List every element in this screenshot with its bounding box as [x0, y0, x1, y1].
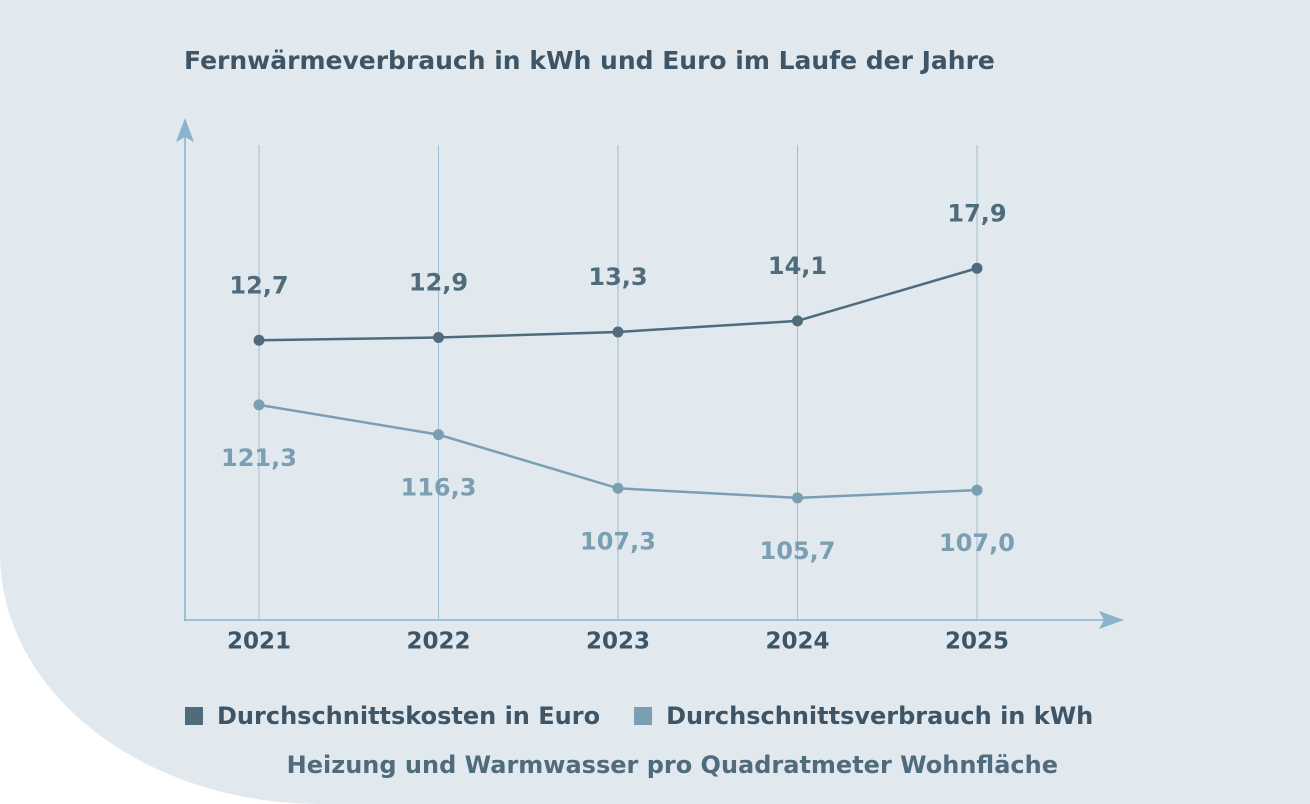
data-label: 14,1 — [768, 252, 827, 280]
data-label: 105,7 — [760, 537, 836, 565]
data-label: 12,7 — [229, 271, 288, 299]
chart-title: Fernwärmeverbrauch in kWh und Euro im La… — [184, 46, 995, 75]
data-label: 13,3 — [588, 263, 647, 291]
footnote: Heizung und Warmwasser pro Quadratmeter … — [287, 751, 1058, 779]
x-axis-arrow — [1099, 611, 1124, 629]
data-label: 116,3 — [401, 474, 477, 502]
x-tick-label: 2023 — [586, 629, 650, 655]
data-point — [792, 315, 803, 327]
x-tick-label: 2024 — [765, 629, 829, 655]
legend-label: Durchschnittskosten in Euro — [217, 702, 600, 730]
data-point — [792, 492, 803, 504]
y-axis-arrow — [176, 118, 194, 142]
data-point — [612, 326, 624, 338]
data-point — [433, 331, 444, 343]
x-tick-label: 2021 — [227, 629, 291, 655]
data-point — [253, 399, 265, 411]
data-label: 12,9 — [409, 268, 468, 296]
legend-label: Durchschnittsverbrauch in kWh — [666, 702, 1093, 730]
data-label: 121,3 — [221, 444, 297, 472]
data-label: 107,0 — [939, 529, 1015, 557]
legend-swatch — [634, 707, 653, 725]
data-point — [971, 484, 983, 496]
x-tick-label: 2025 — [945, 629, 1009, 655]
data-point — [612, 482, 624, 494]
data-point — [971, 262, 983, 274]
legend-swatch — [185, 707, 203, 725]
data-label: 17,9 — [947, 199, 1006, 227]
x-tick-label: 2022 — [406, 629, 470, 655]
data-label: 107,3 — [580, 527, 656, 555]
data-point — [253, 334, 265, 346]
data-point — [433, 429, 444, 441]
